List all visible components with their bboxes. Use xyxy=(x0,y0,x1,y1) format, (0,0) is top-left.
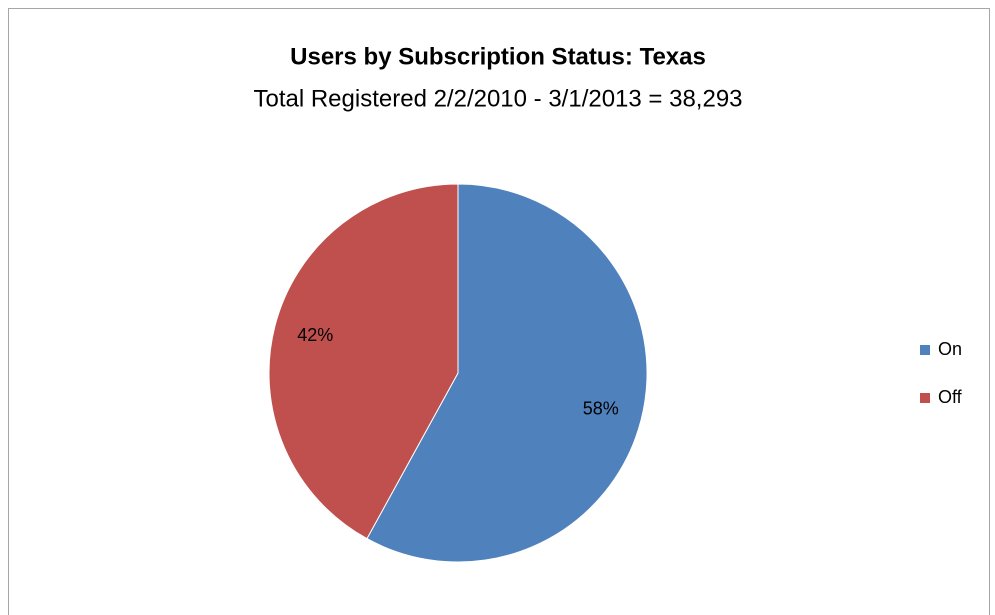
data-label: 58% xyxy=(583,398,619,418)
chart-subtitle: Total Registered 2/2/2010 - 3/1/2013 = 3… xyxy=(253,85,742,112)
chart-title: Users by Subscription Status: Texas xyxy=(290,43,706,70)
legend-label: On xyxy=(938,339,962,359)
data-label: 42% xyxy=(297,325,333,345)
legend-label: Off xyxy=(938,387,963,407)
pie-slice xyxy=(268,183,459,540)
pie-slice xyxy=(366,183,648,563)
legend-swatch xyxy=(920,345,930,355)
legend-swatch xyxy=(920,393,930,403)
